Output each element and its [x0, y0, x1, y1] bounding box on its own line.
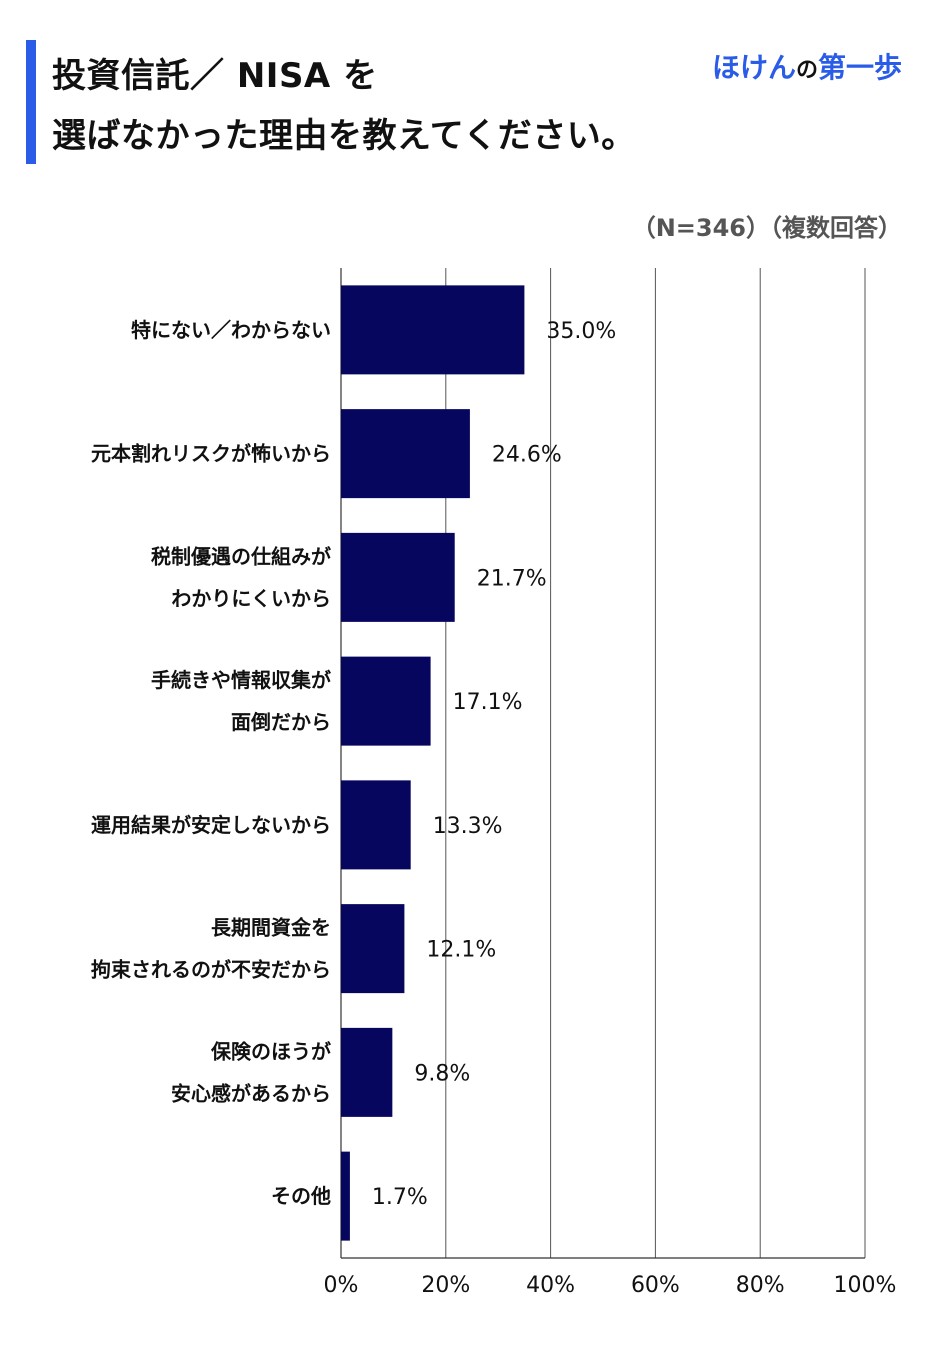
value-label-4: 13.3% [433, 814, 503, 839]
brand-text-hoken: ほけん [711, 51, 796, 84]
value-label-6: 9.8% [414, 1061, 470, 1086]
category-label-0-0: 特にない／わからない [131, 318, 331, 342]
x-tick-label-60: 60% [631, 1273, 680, 1298]
chart-title-line-2: 選ばなかった理由を教えてください。 [52, 116, 636, 156]
category-label-5-0: 長期間資金を [211, 916, 331, 940]
category-label-3-1: 面倒だから [231, 710, 331, 734]
bar-3 [341, 656, 431, 746]
x-tick-label-0: 0% [324, 1273, 359, 1298]
x-tick-label-20: 20% [421, 1273, 470, 1298]
value-label-2: 21.7% [477, 566, 547, 591]
title-accent-bar [26, 40, 36, 164]
bar-7 [341, 1151, 350, 1241]
value-label-1: 24.6% [492, 443, 562, 468]
category-label-5-1: 拘束されるのが不安だから [91, 958, 331, 982]
category-label-3-0: 手続きや情報収集が [151, 668, 331, 692]
brand-text-no: の [795, 58, 818, 83]
category-label-2-1: わかりにくいから [171, 586, 331, 610]
value-label-5: 12.1% [426, 938, 496, 963]
bar-5 [341, 904, 405, 994]
brand-text-daiippo: 第一歩 [817, 51, 902, 84]
x-tick-label-40: 40% [526, 1273, 575, 1298]
value-label-3: 17.1% [453, 690, 523, 715]
bar-6 [341, 1027, 393, 1117]
bar-1 [341, 409, 470, 499]
brand-logo: ほけんの第一歩 [712, 46, 902, 86]
category-label-1-0: 元本割れリスクが怖いから [91, 442, 331, 466]
bar-2 [341, 532, 455, 622]
value-label-0: 35.0% [546, 319, 616, 344]
value-label-7: 1.7% [372, 1185, 428, 1210]
category-label-2-0: 税制優遇の仕組みが [151, 544, 331, 568]
chart-title-line-1: 投資信託／ NISA を [52, 56, 378, 96]
sample-size-note: （N=346）（複数回答） [631, 214, 902, 242]
x-tick-label-100: 100% [834, 1273, 897, 1298]
category-label-7-0: その他 [271, 1184, 331, 1208]
bar-4 [341, 780, 411, 870]
x-tick-label-80: 80% [736, 1273, 785, 1298]
bar-0 [341, 285, 525, 375]
category-label-6-1: 安心感があるから [171, 1081, 331, 1105]
category-label-6-0: 保険のほうが [210, 1039, 331, 1063]
category-label-4-0: 運用結果が安定しないから [91, 813, 331, 837]
